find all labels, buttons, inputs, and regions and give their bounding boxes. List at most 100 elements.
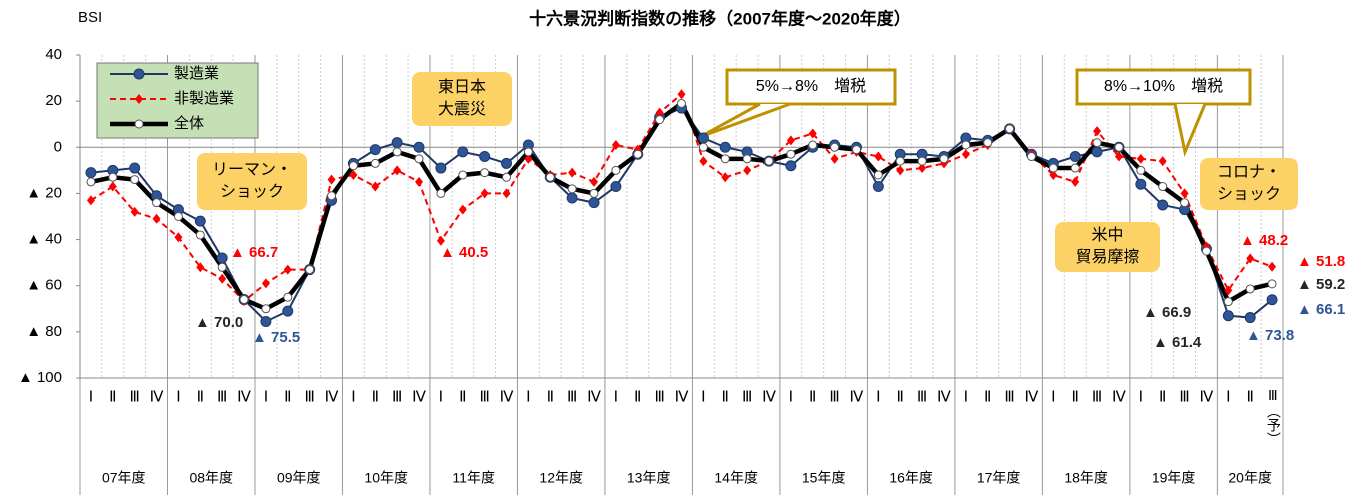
x-tick-label: Ⅰ — [439, 389, 443, 405]
point-marker — [1070, 163, 1080, 173]
point-marker — [1069, 151, 1081, 163]
point-marker — [327, 174, 336, 185]
point-marker — [458, 204, 467, 215]
point-marker — [239, 295, 249, 305]
legend-marker — [135, 94, 143, 104]
point-marker — [1158, 156, 1167, 167]
point-marker — [1048, 163, 1058, 173]
y-tick-label: ▲ 60 — [26, 277, 62, 294]
point-marker — [983, 138, 993, 148]
legend-marker — [134, 119, 144, 129]
callout-box — [197, 153, 307, 210]
point-marker — [1224, 285, 1233, 296]
point-marker — [195, 230, 205, 240]
point-marker — [369, 144, 381, 156]
x-tick-label: Ⅰ — [614, 389, 618, 405]
data-label: ▲ 59.2 — [1297, 276, 1345, 293]
x-tick-label: Ⅱ — [809, 389, 816, 405]
x-tick-label: Ⅲ — [567, 389, 577, 405]
point-marker — [677, 89, 686, 100]
callout-box — [1200, 158, 1298, 210]
x-tick-label: Ⅳ — [587, 389, 601, 405]
point-marker — [173, 212, 183, 221]
point-marker — [371, 181, 380, 192]
point-marker — [611, 139, 620, 150]
legend-label: 非製造業 — [174, 90, 234, 107]
point-marker — [851, 145, 861, 155]
point-marker — [1026, 152, 1036, 162]
callout-text: コロナ・ — [1217, 164, 1281, 181]
point-marker — [1266, 294, 1278, 306]
point-marker — [917, 156, 927, 166]
x-tick-label: Ⅳ — [850, 389, 864, 405]
x-tick-label: Ⅳ — [1112, 389, 1126, 405]
x-tick-label: Ⅲ — [1004, 389, 1014, 405]
x-tick-label: Ⅰ — [89, 389, 93, 405]
x-tick-label: Ⅲ — [304, 389, 314, 405]
point-marker — [697, 132, 709, 144]
x-tick-label: Ⅱ — [722, 389, 729, 405]
y-tick-label: ▲ 40 — [26, 231, 62, 248]
point-marker — [1135, 178, 1147, 190]
point-marker — [1071, 176, 1080, 187]
point-marker — [1180, 188, 1189, 199]
point-marker — [655, 107, 664, 118]
point-marker — [86, 177, 96, 187]
x-tick-label: Ⅳ — [325, 389, 339, 405]
x-tick-label: Ⅰ — [701, 389, 705, 405]
callout-box — [1055, 222, 1160, 272]
x-tick-label: Ⅳ — [150, 389, 164, 405]
point-marker — [458, 170, 468, 180]
x-tick-label: Ⅳ — [237, 389, 251, 405]
point-marker — [218, 273, 227, 284]
legend-label: 製造業 — [174, 65, 219, 82]
y-tick-label: 0 — [54, 138, 62, 155]
year-label: 14年度 — [714, 470, 758, 486]
year-label: 11年度 — [452, 470, 495, 486]
x-tick-label: Ⅱ — [1159, 389, 1166, 405]
x-tick-label: Ⅰ — [1226, 389, 1230, 405]
point-marker — [1049, 169, 1058, 180]
point-marker — [393, 165, 402, 176]
y-tick-label: 40 — [45, 46, 62, 63]
point-marker — [720, 154, 730, 164]
point-marker — [699, 156, 708, 167]
data-label: ▲ 66.9 — [1143, 304, 1191, 321]
x-tick-label: Ⅱ — [459, 389, 466, 405]
point-marker — [305, 265, 315, 275]
point-marker — [545, 172, 555, 182]
point-marker — [590, 176, 599, 187]
point-marker — [567, 184, 577, 194]
point-marker — [589, 188, 599, 198]
y-axis-label: BSI — [78, 9, 102, 26]
point-marker — [611, 165, 621, 175]
point-marker — [873, 170, 883, 180]
point-marker — [588, 197, 600, 209]
point-marker — [1268, 261, 1277, 272]
point-marker — [1092, 138, 1102, 148]
year-label: 07年度 — [102, 470, 146, 486]
point-marker — [918, 163, 927, 174]
point-marker — [698, 142, 708, 152]
point-marker — [1157, 199, 1169, 211]
callout-text: 米中 — [1091, 226, 1123, 244]
point-marker — [129, 162, 141, 174]
year-label: 19年度 — [1152, 470, 1196, 486]
x-tick-label: Ⅱ — [372, 389, 379, 405]
data-label: ▲ 66.7 — [230, 244, 278, 261]
point-marker — [1246, 253, 1255, 264]
point-marker — [108, 172, 118, 182]
x-tick-label: Ⅱ — [1246, 389, 1253, 405]
callout-pointer — [1173, 103, 1207, 158]
point-marker — [1180, 198, 1190, 208]
point-marker — [196, 262, 205, 273]
x-tick-label: Ⅲ — [654, 389, 664, 405]
year-label: 12年度 — [539, 470, 583, 486]
year-label: 20年度 — [1228, 470, 1272, 486]
point-marker — [566, 192, 578, 204]
point-marker — [86, 195, 95, 206]
point-marker — [391, 137, 403, 149]
x-tick-label: Ⅱ — [547, 389, 554, 405]
